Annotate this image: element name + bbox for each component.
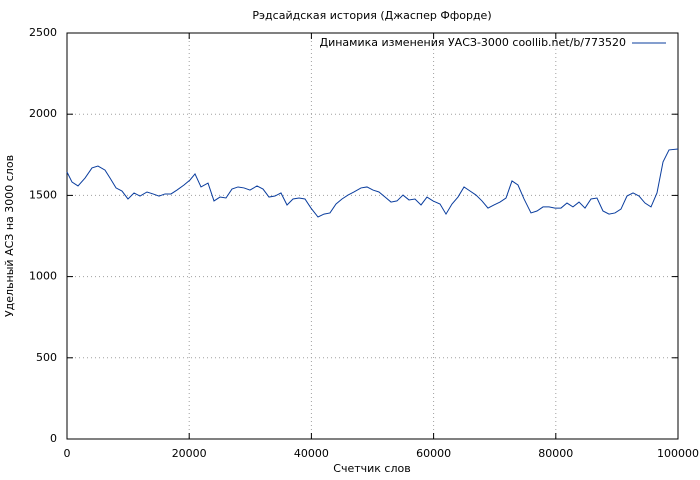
y-tick-label: 1000 <box>29 270 57 283</box>
data-line <box>66 148 679 218</box>
x-tick-label: 0 <box>64 447 71 460</box>
legend-label: Динамика изменения УАСЗ-3000 coollib.net… <box>320 36 627 49</box>
y-tick-label: 2500 <box>29 26 57 39</box>
x-tick-label: 20000 <box>172 447 207 460</box>
x-axis-label: Счетчик слов <box>333 462 410 475</box>
x-tick-label: 100000 <box>657 447 699 460</box>
x-tick-label: 80000 <box>538 447 573 460</box>
y-tick-label: 0 <box>50 432 57 445</box>
chart-title: Рэдсайдская история (Джаспер Ффорде) <box>252 9 491 22</box>
y-tick-label: 2000 <box>29 107 57 120</box>
x-tick-label: 40000 <box>294 447 329 460</box>
y-tick-label: 500 <box>36 351 57 364</box>
plot-frame <box>66 32 679 440</box>
x-tick-label: 60000 <box>416 447 451 460</box>
y-axis-label: Удельный АСЗ на 3000 слов <box>3 155 16 317</box>
y-tick-label: 1500 <box>29 188 57 201</box>
